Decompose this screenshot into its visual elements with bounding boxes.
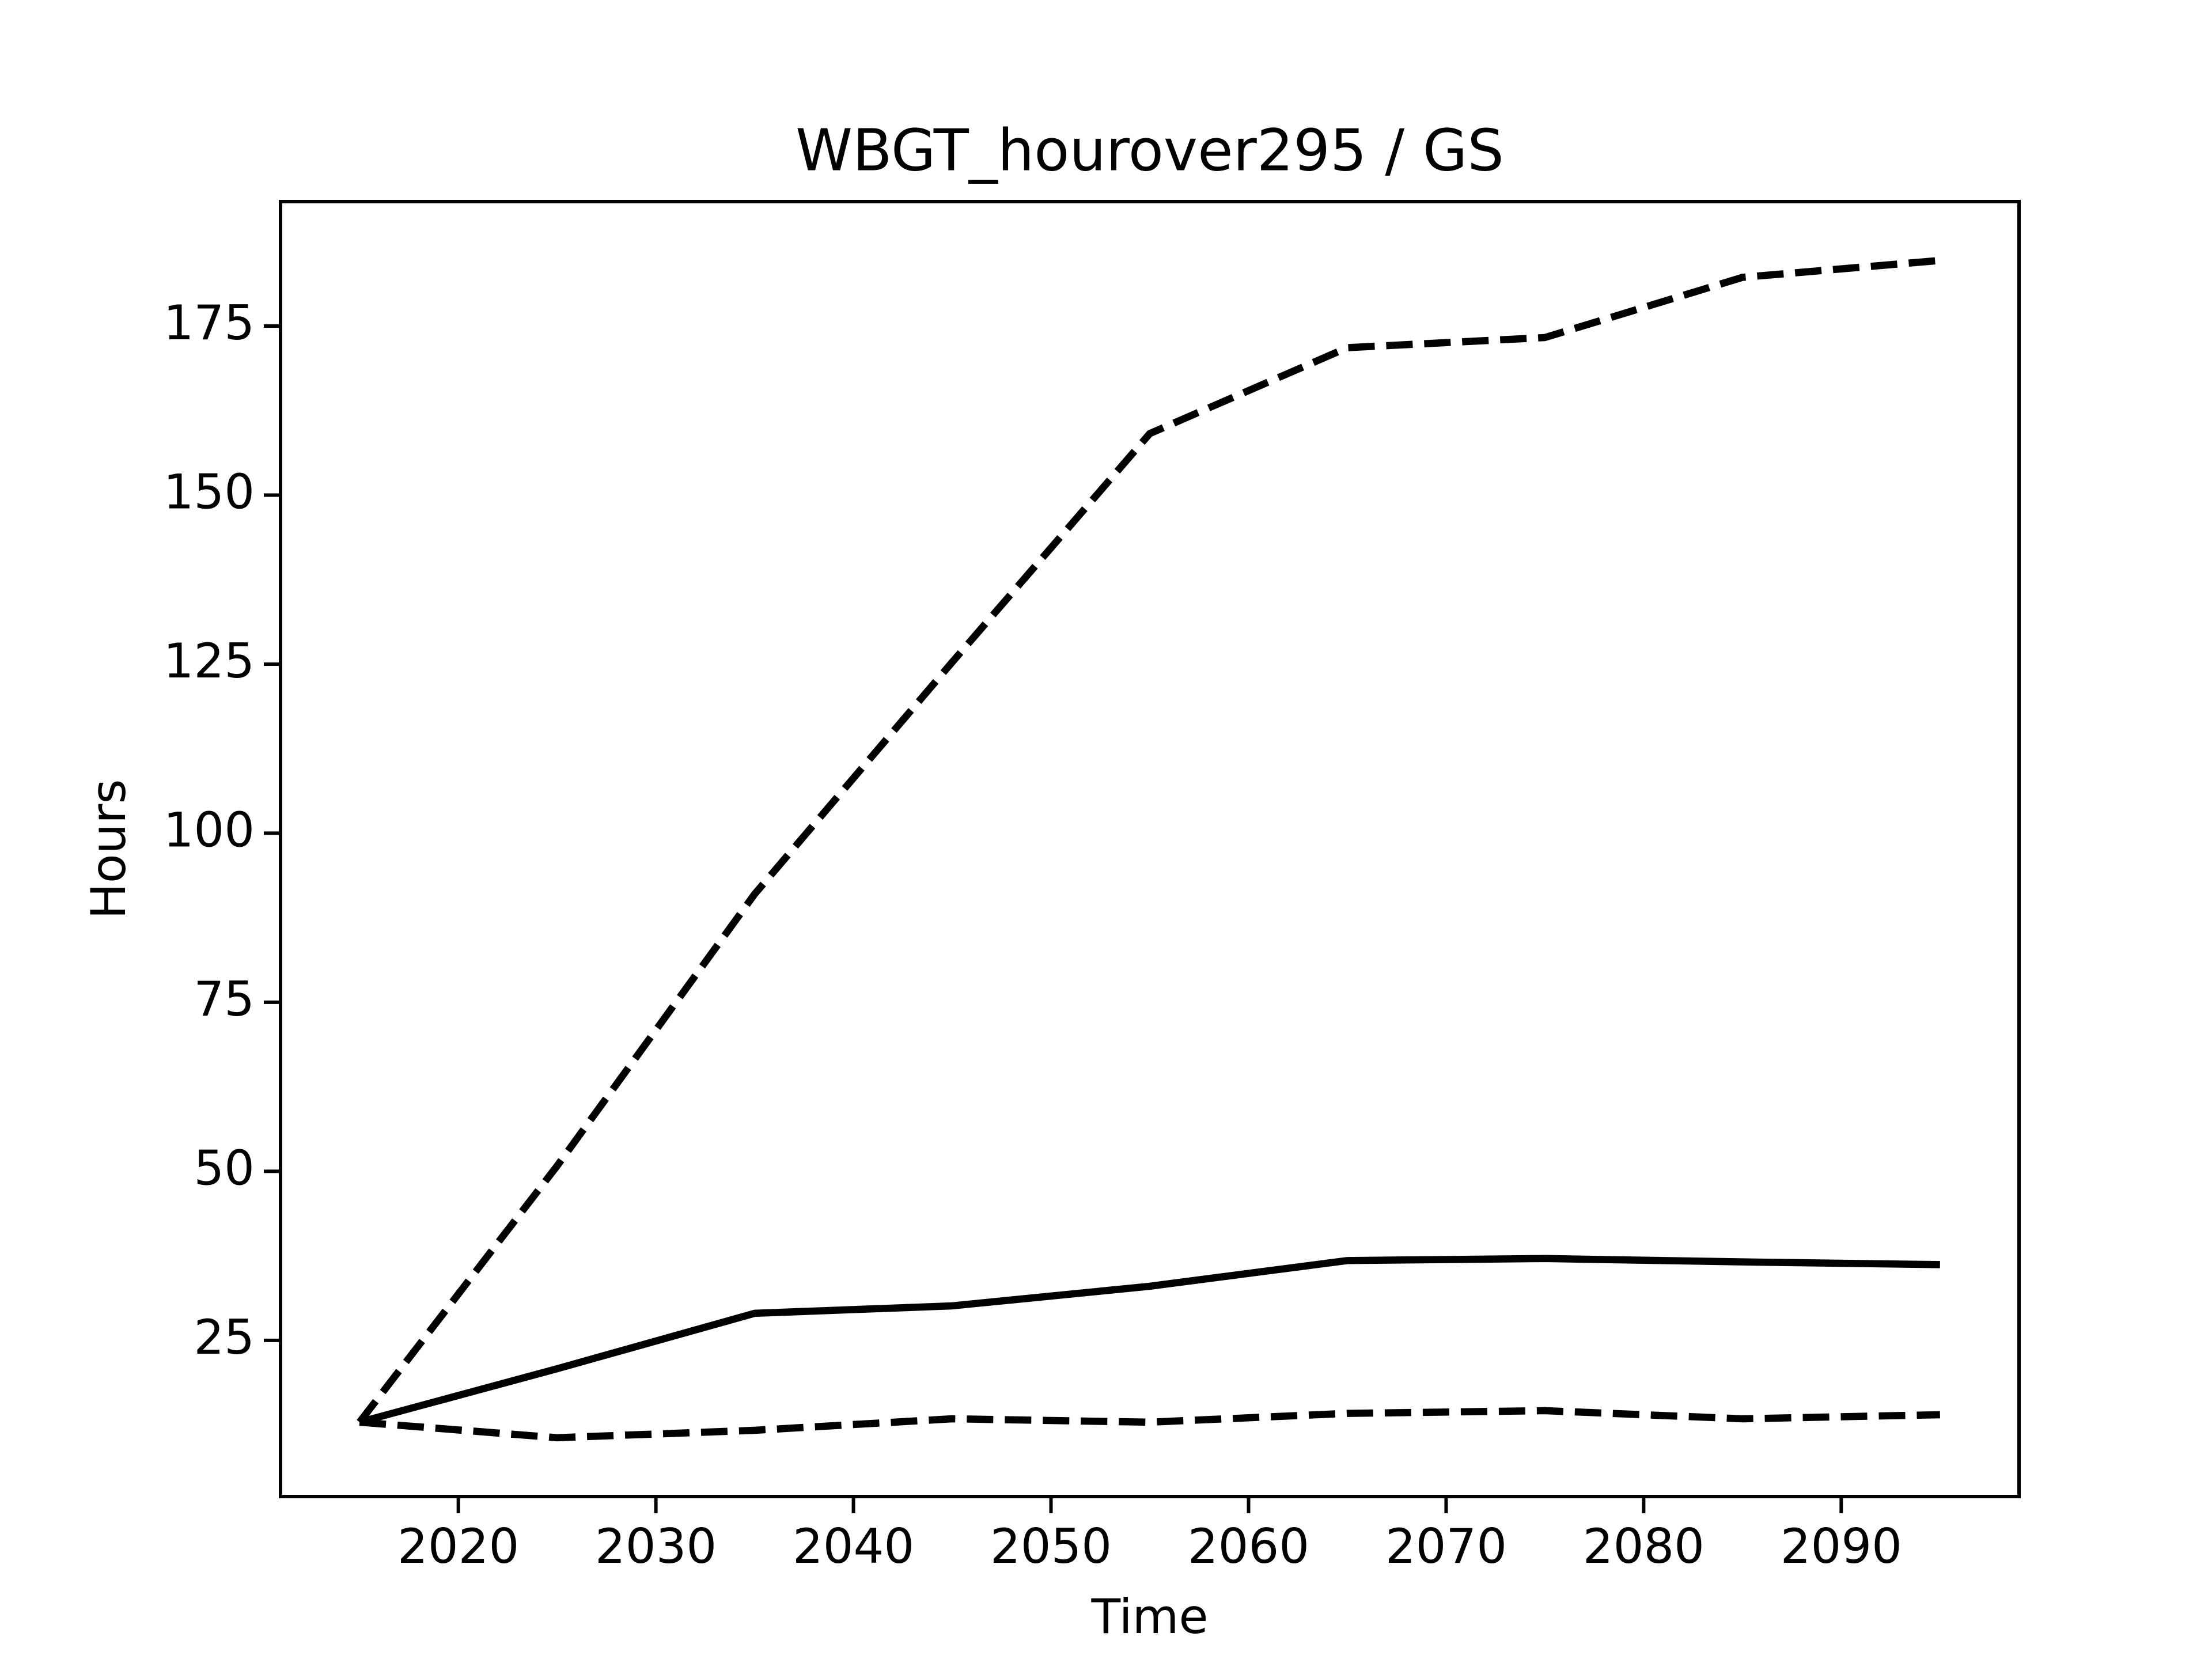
y-tick-label: 150 — [164, 464, 255, 520]
x-tick-label: 2040 — [793, 1518, 914, 1574]
chart-title: WBGT_hourover295 / GS — [796, 116, 1504, 184]
x-tick-label: 2020 — [397, 1518, 519, 1574]
y-tick-label: 75 — [194, 971, 255, 1027]
x-tick-label: 2090 — [1781, 1518, 1902, 1574]
x-axis-label: Time — [1090, 1589, 1208, 1645]
line-series — [357, 256, 1941, 1425]
y-tick-label: 100 — [164, 802, 255, 858]
x-tick-label: 2060 — [1188, 1518, 1309, 1574]
y-tick-label: 50 — [194, 1140, 255, 1196]
y-tick-label: 175 — [164, 295, 255, 351]
x-tick-label: 2080 — [1583, 1518, 1705, 1574]
x-tick-label: 2030 — [595, 1518, 717, 1574]
y-axis-label: Hours — [81, 779, 137, 919]
y-tick-label: 25 — [194, 1309, 255, 1365]
y-tick-label: 125 — [164, 633, 255, 689]
x-tick-label: 2070 — [1385, 1518, 1507, 1574]
line-series — [359, 1407, 1940, 1442]
x-tick-label: 2050 — [990, 1518, 1112, 1574]
plot-frame — [279, 200, 2021, 1498]
line-series — [358, 1255, 1940, 1426]
